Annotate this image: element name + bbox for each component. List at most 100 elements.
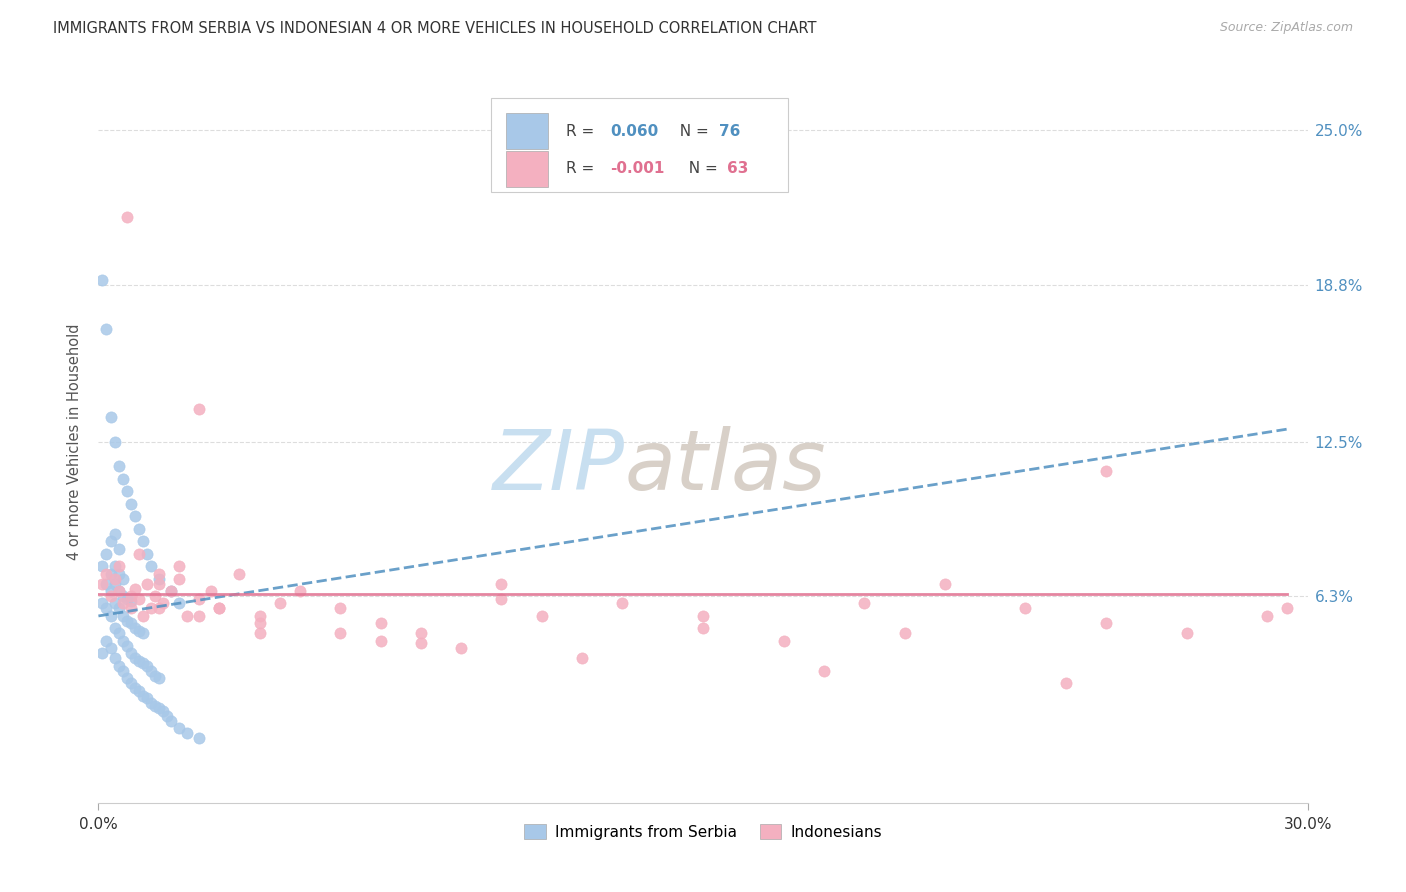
- Point: [96, 566, 118, 581]
- Point: [100, 589, 122, 603]
- Point: [249, 609, 271, 624]
- Point: [107, 601, 129, 615]
- Text: R =: R =: [567, 124, 599, 139]
- Point: [111, 597, 134, 611]
- Point: [91, 559, 114, 574]
- Point: [450, 641, 472, 656]
- Point: [124, 509, 146, 524]
- Point: [139, 601, 162, 615]
- Point: [692, 621, 714, 635]
- Point: [124, 582, 146, 596]
- Point: [107, 658, 129, 673]
- Point: [1175, 626, 1198, 640]
- Point: [111, 609, 134, 624]
- Point: [111, 472, 134, 486]
- Point: [111, 589, 134, 603]
- Point: [167, 572, 190, 586]
- Point: [100, 409, 122, 424]
- Point: [111, 633, 134, 648]
- Point: [120, 589, 142, 603]
- Point: [160, 584, 183, 599]
- Text: -0.001: -0.001: [610, 161, 664, 177]
- Point: [107, 584, 129, 599]
- Point: [103, 651, 125, 665]
- Point: [96, 547, 118, 561]
- Point: [176, 726, 198, 740]
- Point: [103, 576, 125, 591]
- Point: [167, 721, 190, 735]
- Point: [143, 669, 166, 683]
- Point: [152, 704, 174, 718]
- Point: [148, 701, 170, 715]
- Point: [148, 601, 170, 615]
- Text: 0.060: 0.060: [610, 124, 658, 139]
- Point: [120, 676, 142, 690]
- Point: [188, 591, 211, 606]
- Point: [139, 696, 162, 710]
- Point: [148, 576, 170, 591]
- Point: [1256, 609, 1278, 624]
- Point: [96, 322, 118, 336]
- Point: [148, 572, 170, 586]
- Point: [115, 591, 138, 606]
- Point: [107, 559, 129, 574]
- Point: [124, 621, 146, 635]
- Point: [208, 601, 231, 615]
- Point: [107, 541, 129, 556]
- Point: [135, 576, 157, 591]
- Point: [128, 654, 150, 668]
- Point: [813, 664, 835, 678]
- Point: [1014, 601, 1036, 615]
- Point: [128, 522, 150, 536]
- Point: [107, 566, 129, 581]
- Point: [530, 609, 553, 624]
- Point: [107, 584, 129, 599]
- FancyBboxPatch shape: [492, 98, 787, 193]
- Point: [491, 576, 513, 591]
- Point: [934, 576, 956, 591]
- Text: 63: 63: [727, 161, 748, 177]
- Point: [120, 497, 142, 511]
- Point: [132, 609, 155, 624]
- Point: [853, 597, 876, 611]
- Point: [115, 671, 138, 685]
- Point: [156, 708, 179, 723]
- Point: [370, 616, 392, 631]
- Point: [249, 626, 271, 640]
- Point: [200, 584, 222, 599]
- Point: [152, 597, 174, 611]
- Point: [107, 459, 129, 474]
- Point: [115, 614, 138, 628]
- Point: [491, 591, 513, 606]
- Text: R =: R =: [567, 161, 599, 177]
- Point: [139, 664, 162, 678]
- Point: [120, 601, 142, 615]
- Point: [1095, 465, 1118, 479]
- Point: [132, 626, 155, 640]
- Bar: [506, 151, 548, 186]
- Point: [96, 576, 118, 591]
- Text: N =: N =: [679, 161, 723, 177]
- Point: [176, 609, 198, 624]
- Point: [103, 621, 125, 635]
- Point: [128, 591, 150, 606]
- Text: N =: N =: [671, 124, 714, 139]
- Point: [167, 597, 190, 611]
- Point: [329, 626, 352, 640]
- Point: [107, 626, 129, 640]
- Point: [135, 691, 157, 706]
- Point: [103, 559, 125, 574]
- Point: [148, 566, 170, 581]
- Point: [288, 584, 311, 599]
- Y-axis label: 4 or more Vehicles in Household: 4 or more Vehicles in Household: [67, 323, 83, 560]
- Point: [612, 597, 634, 611]
- Point: [96, 601, 118, 615]
- Point: [409, 626, 432, 640]
- Point: [135, 658, 157, 673]
- Point: [100, 534, 122, 549]
- Point: [120, 594, 142, 608]
- Point: [120, 646, 142, 660]
- Point: [132, 657, 155, 671]
- Point: [160, 584, 183, 599]
- Point: [135, 547, 157, 561]
